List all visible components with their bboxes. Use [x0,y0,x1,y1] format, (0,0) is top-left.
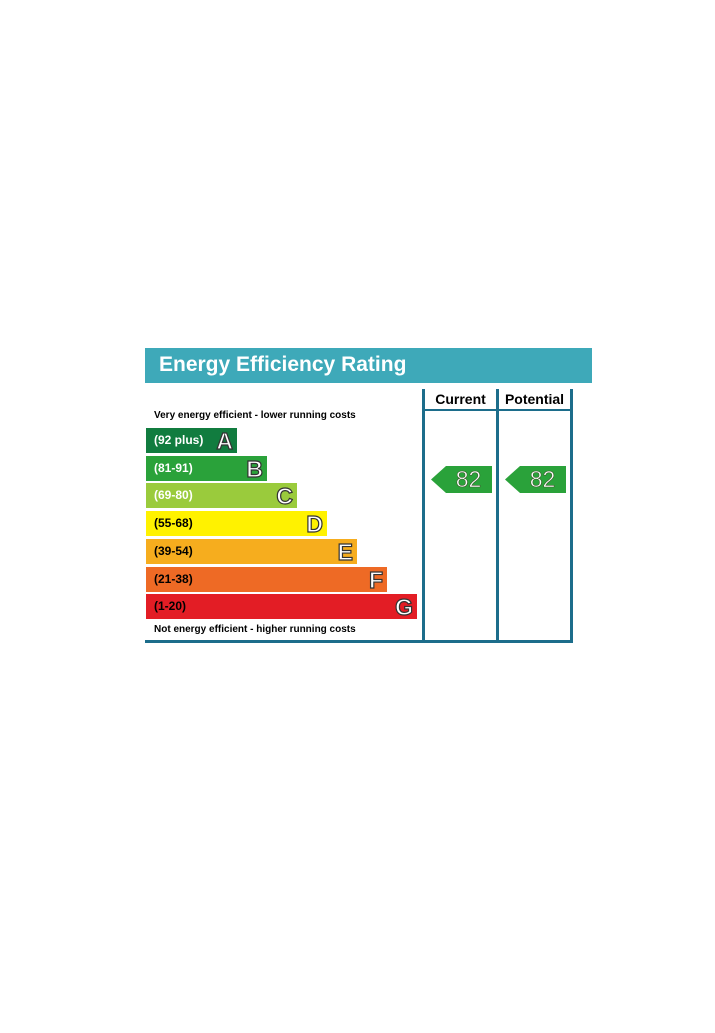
band-range-label: (21-38) [154,572,193,586]
header-divider [422,409,573,411]
potential-rating-arrow-shape [505,466,566,493]
frame-right-border [570,389,573,643]
caption-very-efficient: Very energy efficient - lower running co… [154,410,356,421]
current-rating-arrow-shape [431,466,492,493]
band-range-label: (81-91) [154,461,193,475]
band-range-label: (92 plus) [154,433,204,447]
frame-bottom-border [145,640,573,643]
band-letter: A [216,428,234,454]
band-a: (92 plus) A [146,428,237,454]
current-rating-value: 82 [455,466,482,492]
band-range-label: (55-68) [154,516,193,530]
band-range-label: (39-54) [154,544,193,558]
caption-not-efficient: Not energy efficient - higher running co… [154,624,356,635]
band-b: (81-91) B [146,456,267,482]
title-bar: Energy Efficiency Rating [145,348,592,383]
band-letter: B [246,456,264,482]
band-range-label: (69-80) [154,488,193,502]
band-letter: E [337,539,354,565]
frame-mid-divider [496,389,499,643]
band-range-label: (1-20) [154,599,187,613]
potential-rating-value: 82 [529,466,556,492]
band-c: (69-80) C [146,483,297,509]
potential-rating-arrow: 82 [505,466,566,493]
band-e: (39-54) E [146,539,357,565]
band-f: (21-38) F [146,567,387,593]
chart-title: Energy Efficiency Rating [159,353,407,376]
column-header-potential: Potential [504,391,565,407]
band-letter: F [368,567,383,593]
current-rating-arrow: 82 [431,466,492,493]
band-g: (1-20) G [146,594,417,620]
band-letter: C [276,483,294,509]
column-header-current: Current [435,391,486,407]
band-letter: G [395,594,414,620]
band-letter: D [306,511,324,537]
band-d: (55-68) D [146,511,327,537]
frame-left-divider [422,389,425,643]
